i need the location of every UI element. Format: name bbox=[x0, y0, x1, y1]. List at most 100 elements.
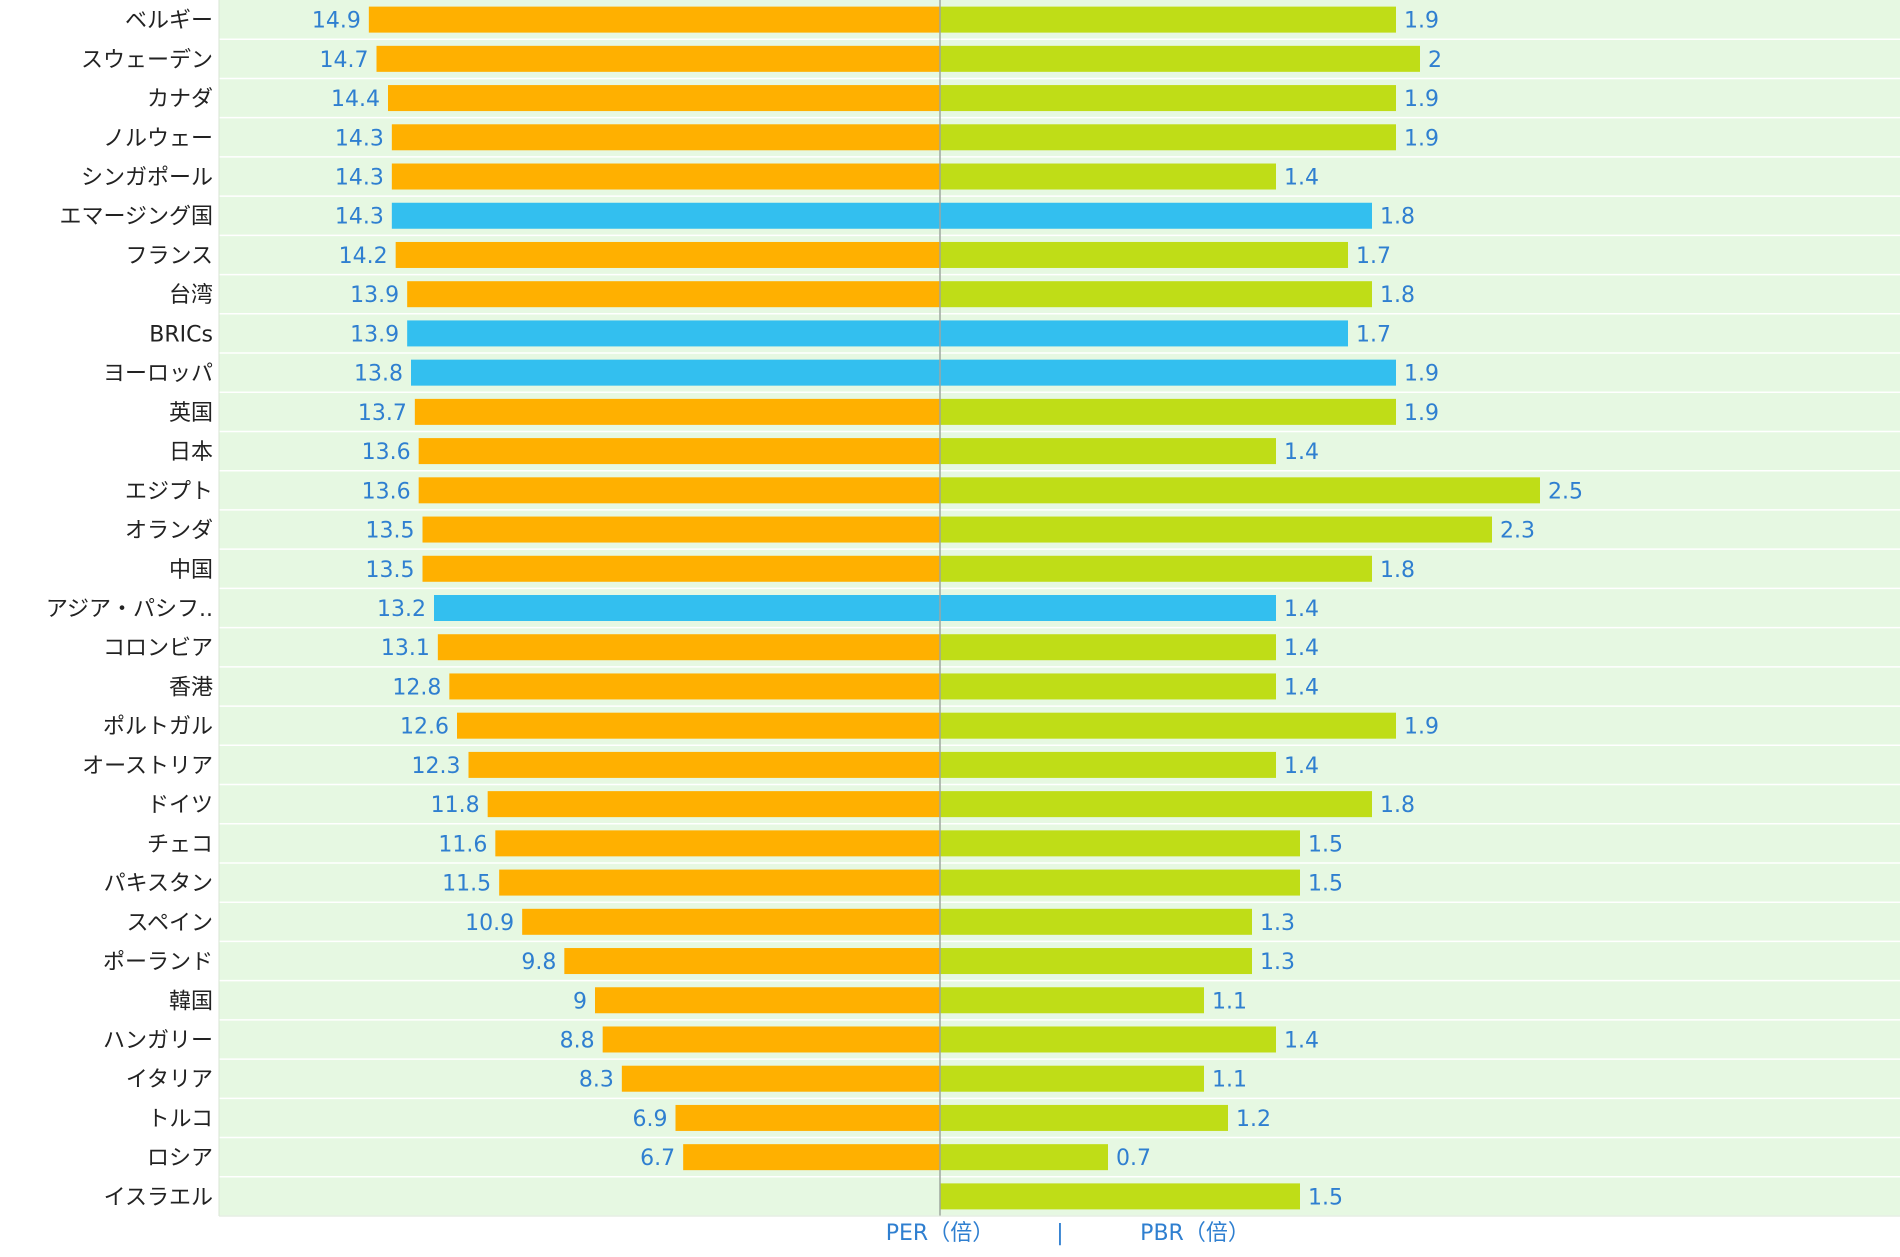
per-value-label: 14.3 bbox=[335, 126, 384, 151]
pbr-value-label: 1.1 bbox=[1212, 1068, 1247, 1093]
category-label: オランダ bbox=[125, 519, 213, 544]
category-label: コロンビア bbox=[103, 636, 213, 661]
per-bar bbox=[602, 1026, 940, 1053]
per-bar bbox=[434, 595, 940, 621]
per-value-label: 13.7 bbox=[358, 401, 407, 426]
pbr-bar bbox=[940, 438, 1276, 465]
category-label: イスラエル bbox=[104, 1185, 213, 1210]
per-value-label: 6.7 bbox=[640, 1146, 675, 1171]
per-value-label: 9 bbox=[573, 989, 587, 1014]
per-value-label: 8.3 bbox=[579, 1068, 614, 1093]
pbr-value-label: 1.5 bbox=[1308, 872, 1343, 897]
per-bar bbox=[418, 477, 941, 504]
pbr-bar bbox=[940, 45, 1420, 72]
per-bar bbox=[457, 712, 940, 739]
pbr-value-label: 1.4 bbox=[1284, 675, 1319, 700]
category-label: エジプト bbox=[125, 479, 213, 504]
per-value-label: 13.6 bbox=[362, 440, 411, 465]
category-label: パキスタン bbox=[104, 872, 213, 897]
pbr-value-label: 1.8 bbox=[1380, 793, 1415, 818]
pbr-bar bbox=[940, 948, 1252, 975]
per-value-label: 13.5 bbox=[366, 519, 415, 544]
category-label: チェコ bbox=[147, 832, 213, 857]
legend-separator: | bbox=[1056, 1221, 1063, 1246]
pbr-bar bbox=[940, 359, 1396, 386]
per-value-label: 14.3 bbox=[335, 166, 384, 191]
pbr-value-label: 1.8 bbox=[1380, 283, 1415, 308]
pbr-bar bbox=[940, 1183, 1300, 1210]
per-bar bbox=[407, 320, 941, 347]
category-label: ポーランド bbox=[103, 950, 213, 975]
pbr-value-label: 1.9 bbox=[1404, 126, 1439, 151]
category-label: ハンガリー bbox=[103, 1028, 213, 1053]
pbr-value-label: 1.3 bbox=[1260, 911, 1295, 936]
category-label: ノルウェー bbox=[103, 126, 213, 151]
per-value-label: 13.9 bbox=[350, 322, 399, 347]
per-value-label: 14.9 bbox=[312, 9, 361, 34]
per-value-label: 9.8 bbox=[521, 950, 556, 975]
pbr-value-label: 1.4 bbox=[1284, 636, 1319, 661]
pbr-bar bbox=[940, 712, 1396, 739]
pbr-value-label: 2.5 bbox=[1548, 479, 1583, 504]
pbr-value-label: 1.9 bbox=[1404, 9, 1439, 34]
pbr-value-label: 1.9 bbox=[1404, 362, 1439, 387]
category-label: 韓国 bbox=[169, 989, 213, 1014]
category-label: ベルギー bbox=[125, 9, 213, 34]
pbr-value-label: 1.4 bbox=[1284, 440, 1319, 465]
per-value-label: 14.7 bbox=[320, 48, 369, 73]
per-bar bbox=[495, 830, 940, 857]
category-label: アジア・パシフ.. bbox=[46, 597, 213, 622]
per-value-label: 11.6 bbox=[438, 832, 487, 857]
pbr-bar bbox=[940, 477, 1540, 504]
pbr-bar bbox=[940, 398, 1396, 425]
per-bar bbox=[675, 1104, 940, 1131]
legend-per-label: PER（倍） bbox=[886, 1221, 994, 1246]
pbr-bar bbox=[940, 241, 1348, 268]
per-bar bbox=[411, 359, 940, 386]
pbr-bar bbox=[940, 6, 1396, 33]
per-bar bbox=[437, 634, 940, 661]
per-bar bbox=[564, 948, 940, 975]
per-bar bbox=[395, 241, 941, 268]
per-bar bbox=[414, 398, 940, 425]
per-bar bbox=[388, 85, 940, 112]
per-bar bbox=[621, 1065, 940, 1092]
category-label: カナダ bbox=[147, 87, 213, 112]
category-label: BRICs bbox=[149, 322, 213, 347]
pbr-bar bbox=[940, 595, 1276, 621]
per-value-label: 14.2 bbox=[339, 244, 388, 269]
legend-pbr-label: PBR（倍） bbox=[1140, 1221, 1250, 1246]
pbr-value-label: 1.9 bbox=[1404, 87, 1439, 112]
pbr-value-label: 0.7 bbox=[1116, 1146, 1151, 1171]
per-value-label: 13.1 bbox=[381, 636, 430, 661]
pbr-value-label: 2 bbox=[1428, 48, 1442, 73]
per-value-label: 12.3 bbox=[412, 754, 461, 779]
pbr-bar bbox=[940, 281, 1372, 308]
pbr-bar bbox=[940, 1026, 1276, 1053]
category-label: 英国 bbox=[169, 401, 213, 426]
pbr-value-label: 1.8 bbox=[1380, 558, 1415, 583]
per-value-label: 11.5 bbox=[442, 872, 491, 897]
pbr-bar bbox=[940, 673, 1276, 700]
per-bar bbox=[522, 908, 940, 935]
category-label: 台湾 bbox=[169, 283, 213, 308]
category-label: イタリア bbox=[126, 1068, 213, 1093]
per-bar bbox=[391, 163, 940, 190]
pbr-value-label: 1.7 bbox=[1356, 244, 1391, 269]
per-bar bbox=[391, 124, 940, 151]
pbr-bar bbox=[940, 908, 1252, 935]
per-value-label: 12.6 bbox=[400, 715, 449, 740]
pbr-bar bbox=[940, 1065, 1204, 1092]
per-value-label: 13.5 bbox=[366, 558, 415, 583]
pbr-value-label: 1.8 bbox=[1380, 205, 1415, 230]
pbr-value-label: 1.9 bbox=[1404, 715, 1439, 740]
per-bar bbox=[391, 202, 940, 229]
per-value-label: 6.9 bbox=[633, 1107, 668, 1132]
pbr-value-label: 1.5 bbox=[1308, 1185, 1343, 1210]
pbr-bar bbox=[940, 830, 1300, 857]
category-label: ヨーロッパ bbox=[103, 362, 213, 387]
per-bar bbox=[407, 281, 941, 308]
per-value-label: 11.8 bbox=[431, 793, 480, 818]
pbr-value-label: 1.9 bbox=[1404, 401, 1439, 426]
